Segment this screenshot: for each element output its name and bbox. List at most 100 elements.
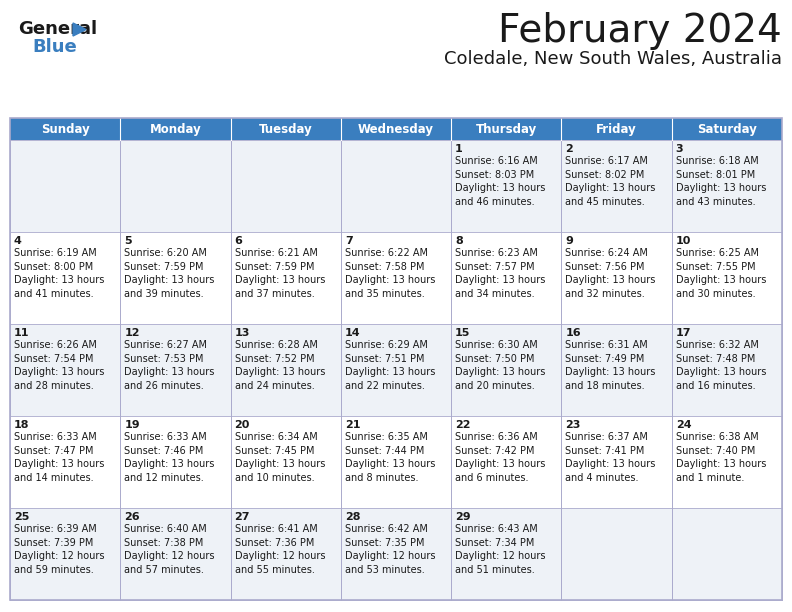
Bar	[230, 232, 341, 324]
Bar	[562, 118, 672, 140]
Bar	[230, 140, 341, 232]
Text: Sunrise: 6:22 AM
Sunset: 7:58 PM
Daylight: 13 hours
and 35 minutes.: Sunrise: 6:22 AM Sunset: 7:58 PM Dayligh…	[345, 248, 436, 299]
Text: 10: 10	[676, 236, 691, 246]
Bar	[451, 416, 562, 508]
Bar	[451, 508, 562, 600]
Bar	[562, 508, 672, 600]
Bar	[562, 324, 672, 416]
Bar	[120, 232, 230, 324]
Text: Wednesday: Wednesday	[358, 122, 434, 135]
Text: 7: 7	[345, 236, 352, 246]
Text: General: General	[18, 20, 97, 38]
Bar	[672, 324, 782, 416]
Text: Sunrise: 6:24 AM
Sunset: 7:56 PM
Daylight: 13 hours
and 32 minutes.: Sunrise: 6:24 AM Sunset: 7:56 PM Dayligh…	[565, 248, 656, 299]
Text: 28: 28	[345, 512, 360, 522]
Bar	[341, 118, 451, 140]
Bar	[120, 416, 230, 508]
Text: Sunrise: 6:19 AM
Sunset: 8:00 PM
Daylight: 13 hours
and 41 minutes.: Sunrise: 6:19 AM Sunset: 8:00 PM Dayligh…	[14, 248, 105, 299]
Bar	[672, 416, 782, 508]
Bar	[10, 118, 782, 600]
Text: 22: 22	[455, 420, 470, 430]
Text: Sunrise: 6:29 AM
Sunset: 7:51 PM
Daylight: 13 hours
and 22 minutes.: Sunrise: 6:29 AM Sunset: 7:51 PM Dayligh…	[345, 340, 436, 391]
Text: 17: 17	[676, 328, 691, 338]
Bar	[451, 232, 562, 324]
Text: 21: 21	[345, 420, 360, 430]
Text: Sunday: Sunday	[40, 122, 89, 135]
Text: Sunrise: 6:42 AM
Sunset: 7:35 PM
Daylight: 12 hours
and 53 minutes.: Sunrise: 6:42 AM Sunset: 7:35 PM Dayligh…	[345, 524, 436, 575]
Bar	[120, 118, 230, 140]
Text: 5: 5	[124, 236, 132, 246]
Text: Sunrise: 6:33 AM
Sunset: 7:47 PM
Daylight: 13 hours
and 14 minutes.: Sunrise: 6:33 AM Sunset: 7:47 PM Dayligh…	[14, 432, 105, 483]
Bar	[10, 118, 120, 140]
Text: Sunrise: 6:36 AM
Sunset: 7:42 PM
Daylight: 13 hours
and 6 minutes.: Sunrise: 6:36 AM Sunset: 7:42 PM Dayligh…	[455, 432, 546, 483]
Bar	[10, 416, 120, 508]
Polygon shape	[73, 23, 86, 36]
Text: Sunrise: 6:33 AM
Sunset: 7:46 PM
Daylight: 13 hours
and 12 minutes.: Sunrise: 6:33 AM Sunset: 7:46 PM Dayligh…	[124, 432, 215, 483]
Text: Sunrise: 6:17 AM
Sunset: 8:02 PM
Daylight: 13 hours
and 45 minutes.: Sunrise: 6:17 AM Sunset: 8:02 PM Dayligh…	[565, 156, 656, 207]
Text: Sunrise: 6:35 AM
Sunset: 7:44 PM
Daylight: 13 hours
and 8 minutes.: Sunrise: 6:35 AM Sunset: 7:44 PM Dayligh…	[345, 432, 436, 483]
Bar	[341, 416, 451, 508]
Text: 16: 16	[565, 328, 581, 338]
Text: 15: 15	[455, 328, 470, 338]
Text: 19: 19	[124, 420, 140, 430]
Text: 26: 26	[124, 512, 140, 522]
Text: 23: 23	[565, 420, 581, 430]
Bar	[672, 232, 782, 324]
Bar	[451, 118, 562, 140]
Bar	[230, 324, 341, 416]
Text: 20: 20	[234, 420, 250, 430]
Bar	[562, 416, 672, 508]
Text: 18: 18	[14, 420, 29, 430]
Bar	[120, 508, 230, 600]
Text: 8: 8	[455, 236, 463, 246]
Bar	[562, 140, 672, 232]
Bar	[120, 140, 230, 232]
Bar	[10, 508, 120, 600]
Text: Sunrise: 6:32 AM
Sunset: 7:48 PM
Daylight: 13 hours
and 16 minutes.: Sunrise: 6:32 AM Sunset: 7:48 PM Dayligh…	[676, 340, 766, 391]
Text: Sunrise: 6:20 AM
Sunset: 7:59 PM
Daylight: 13 hours
and 39 minutes.: Sunrise: 6:20 AM Sunset: 7:59 PM Dayligh…	[124, 248, 215, 299]
Text: Sunrise: 6:31 AM
Sunset: 7:49 PM
Daylight: 13 hours
and 18 minutes.: Sunrise: 6:31 AM Sunset: 7:49 PM Dayligh…	[565, 340, 656, 391]
Text: Sunrise: 6:26 AM
Sunset: 7:54 PM
Daylight: 13 hours
and 28 minutes.: Sunrise: 6:26 AM Sunset: 7:54 PM Dayligh…	[14, 340, 105, 391]
Bar	[10, 324, 120, 416]
Bar	[672, 508, 782, 600]
Bar	[451, 324, 562, 416]
Bar	[120, 324, 230, 416]
Text: 14: 14	[345, 328, 360, 338]
Text: 24: 24	[676, 420, 691, 430]
Bar	[230, 416, 341, 508]
Text: Sunrise: 6:18 AM
Sunset: 8:01 PM
Daylight: 13 hours
and 43 minutes.: Sunrise: 6:18 AM Sunset: 8:01 PM Dayligh…	[676, 156, 766, 207]
Text: February 2024: February 2024	[498, 12, 782, 50]
Text: 25: 25	[14, 512, 29, 522]
Text: 4: 4	[14, 236, 22, 246]
Text: Sunrise: 6:34 AM
Sunset: 7:45 PM
Daylight: 13 hours
and 10 minutes.: Sunrise: 6:34 AM Sunset: 7:45 PM Dayligh…	[234, 432, 325, 483]
Bar	[230, 508, 341, 600]
Text: 11: 11	[14, 328, 29, 338]
Text: 12: 12	[124, 328, 139, 338]
Text: Sunrise: 6:25 AM
Sunset: 7:55 PM
Daylight: 13 hours
and 30 minutes.: Sunrise: 6:25 AM Sunset: 7:55 PM Dayligh…	[676, 248, 766, 299]
Text: Sunrise: 6:37 AM
Sunset: 7:41 PM
Daylight: 13 hours
and 4 minutes.: Sunrise: 6:37 AM Sunset: 7:41 PM Dayligh…	[565, 432, 656, 483]
Text: 6: 6	[234, 236, 242, 246]
Bar	[341, 508, 451, 600]
Text: Sunrise: 6:27 AM
Sunset: 7:53 PM
Daylight: 13 hours
and 26 minutes.: Sunrise: 6:27 AM Sunset: 7:53 PM Dayligh…	[124, 340, 215, 391]
Text: 1: 1	[455, 144, 463, 154]
Text: Coledale, New South Wales, Australia: Coledale, New South Wales, Australia	[444, 50, 782, 68]
Bar	[672, 140, 782, 232]
Text: Saturday: Saturday	[697, 122, 757, 135]
Text: Monday: Monday	[150, 122, 201, 135]
Text: Sunrise: 6:41 AM
Sunset: 7:36 PM
Daylight: 12 hours
and 55 minutes.: Sunrise: 6:41 AM Sunset: 7:36 PM Dayligh…	[234, 524, 325, 575]
Text: Sunrise: 6:23 AM
Sunset: 7:57 PM
Daylight: 13 hours
and 34 minutes.: Sunrise: 6:23 AM Sunset: 7:57 PM Dayligh…	[455, 248, 546, 299]
Text: Tuesday: Tuesday	[259, 122, 313, 135]
Text: Sunrise: 6:28 AM
Sunset: 7:52 PM
Daylight: 13 hours
and 24 minutes.: Sunrise: 6:28 AM Sunset: 7:52 PM Dayligh…	[234, 340, 325, 391]
Bar	[341, 140, 451, 232]
Bar	[341, 232, 451, 324]
Bar	[10, 140, 120, 232]
Text: Sunrise: 6:16 AM
Sunset: 8:03 PM
Daylight: 13 hours
and 46 minutes.: Sunrise: 6:16 AM Sunset: 8:03 PM Dayligh…	[455, 156, 546, 207]
Text: Thursday: Thursday	[476, 122, 537, 135]
Text: Sunrise: 6:30 AM
Sunset: 7:50 PM
Daylight: 13 hours
and 20 minutes.: Sunrise: 6:30 AM Sunset: 7:50 PM Dayligh…	[455, 340, 546, 391]
Bar	[341, 324, 451, 416]
Bar	[451, 140, 562, 232]
Bar	[10, 232, 120, 324]
Text: 3: 3	[676, 144, 683, 154]
Text: Sunrise: 6:39 AM
Sunset: 7:39 PM
Daylight: 12 hours
and 59 minutes.: Sunrise: 6:39 AM Sunset: 7:39 PM Dayligh…	[14, 524, 105, 575]
Text: Sunrise: 6:43 AM
Sunset: 7:34 PM
Daylight: 12 hours
and 51 minutes.: Sunrise: 6:43 AM Sunset: 7:34 PM Dayligh…	[455, 524, 546, 575]
